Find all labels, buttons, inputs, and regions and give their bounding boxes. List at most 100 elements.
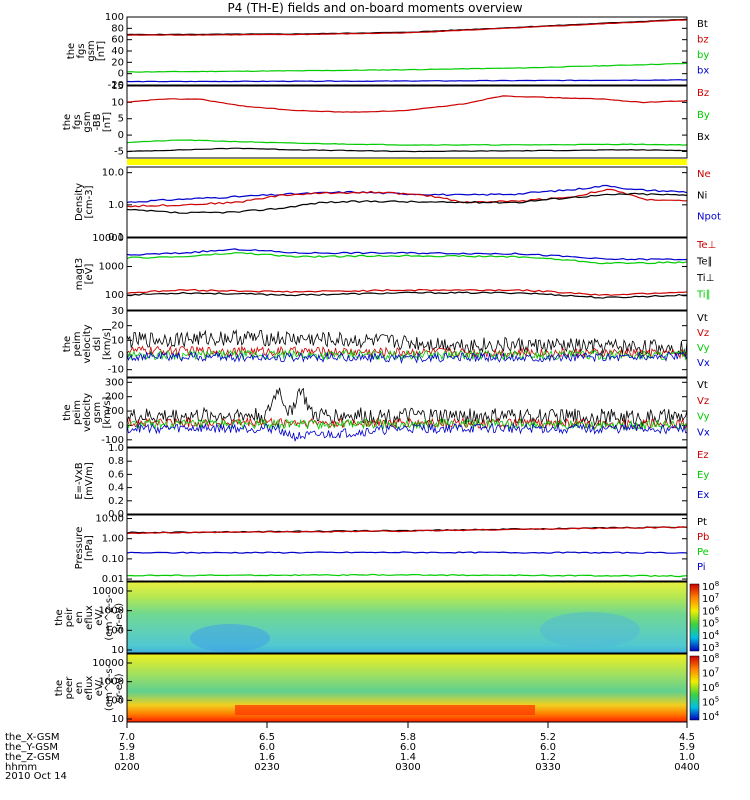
y-tick-label: 1000 bbox=[99, 677, 124, 688]
y-tick-label: 10 bbox=[111, 714, 124, 725]
series-line-Vy bbox=[126, 349, 688, 361]
ephem-label-y: the_Y-GSM bbox=[5, 742, 59, 753]
panel-frame bbox=[126, 237, 688, 311]
y-axis-label: gsm bbox=[86, 40, 97, 61]
legend-bz: bz bbox=[697, 35, 709, 46]
legend-Vy: Vy bbox=[697, 412, 710, 423]
legend-Ti⊥: Ti⊥ bbox=[696, 273, 714, 284]
y-tick-label: 0 bbox=[118, 420, 124, 431]
spectrogram-patch bbox=[235, 705, 535, 715]
series-line-By bbox=[126, 139, 688, 146]
y-axis-label: magt3 bbox=[74, 258, 85, 291]
colorbar-tick-label: 107 bbox=[702, 667, 719, 680]
ephem-z-2: 1.4 bbox=[400, 752, 416, 763]
legend-Pt: Pt bbox=[697, 517, 707, 528]
legend-Vx: Vx bbox=[697, 427, 710, 438]
panel-frame bbox=[126, 310, 688, 378]
y-axis-label: eV/ bbox=[94, 679, 105, 696]
ephem-z-0: 1.8 bbox=[119, 752, 135, 763]
y-tick-label: 1000 bbox=[99, 606, 124, 617]
y-tick-label: 10000 bbox=[92, 233, 124, 244]
legend-Ni: Ni bbox=[697, 190, 707, 201]
panel-4 bbox=[126, 237, 688, 311]
series-line-Vt bbox=[126, 387, 688, 427]
ephem-y-4: 5.9 bbox=[679, 742, 695, 753]
y-tick-label: 0.2 bbox=[108, 496, 124, 507]
y-axis-label: (cm^2-s- bbox=[104, 664, 115, 711]
y-tick-label: 80 bbox=[111, 23, 124, 34]
panel-frame bbox=[126, 166, 688, 238]
series-line-Ne bbox=[126, 188, 687, 208]
date-label: 2010 Oct 14 bbox=[5, 771, 67, 782]
y-tick-label: 1.00 bbox=[102, 534, 124, 545]
y-tick-label: 0.10 bbox=[102, 554, 124, 565]
ephem-z-4: 1.0 bbox=[679, 752, 695, 763]
y-axis-label: [nPa] bbox=[84, 535, 95, 561]
y-tick-label: 0.1 bbox=[108, 232, 124, 243]
y-axis-label: eV/ bbox=[94, 609, 105, 626]
spectrogram-patch bbox=[540, 612, 640, 648]
ephem-x-3: 5.2 bbox=[540, 732, 556, 743]
y-axis-label: [mV/m] bbox=[84, 462, 95, 500]
y-tick-label: 1.0 bbox=[108, 443, 124, 454]
y-axis-label: peir bbox=[64, 607, 75, 627]
y-axis-label: (cm^2-s- bbox=[104, 594, 115, 641]
y-tick-label: -20 bbox=[108, 80, 124, 91]
legend-Te∥: Te∥ bbox=[696, 257, 713, 268]
legend-Vz: Vz bbox=[697, 396, 709, 407]
legend-Vx: Vx bbox=[697, 358, 710, 369]
ephem-label-x: the_X-GSM bbox=[5, 732, 60, 743]
y-tick-label: 0 bbox=[118, 69, 124, 80]
y-axis-label: eflux bbox=[84, 676, 95, 701]
panel-frame bbox=[126, 85, 688, 159]
ephem-x-0: 7.0 bbox=[119, 732, 135, 743]
y-axis-label: the bbox=[54, 680, 65, 696]
series-line-Te∥ bbox=[126, 291, 687, 299]
panel-9 bbox=[126, 581, 700, 654]
legend-Ne: Ne bbox=[697, 169, 711, 180]
colorbar-tick-label: 106 bbox=[702, 604, 720, 617]
series-line-Te⊥ bbox=[126, 288, 688, 296]
y-tick-label: 0.8 bbox=[108, 456, 124, 467]
panel-frame bbox=[126, 447, 688, 515]
y-tick-label: 10.0 bbox=[102, 168, 124, 179]
ephem-x-2: 5.8 bbox=[400, 732, 416, 743]
y-tick-label: 1000 bbox=[99, 262, 124, 273]
series-line-Bz bbox=[126, 95, 688, 113]
panel-6 bbox=[126, 377, 688, 448]
panel-8 bbox=[126, 514, 688, 582]
chart-title: P4 (TH-E) fields and on-board moments ov… bbox=[227, 1, 523, 15]
ephem-label-time: hhmm bbox=[5, 762, 38, 773]
legend-Ez: Ez bbox=[697, 450, 709, 461]
y-axis-label: eflux bbox=[84, 605, 95, 630]
y-tick-label: 10000 bbox=[92, 658, 124, 669]
y-axis-label: gsm bbox=[82, 111, 93, 132]
series-line-bx bbox=[126, 79, 688, 83]
y-axis-label: velocity bbox=[82, 324, 93, 363]
ephem-x-4: 4.5 bbox=[679, 732, 695, 743]
legend-Pb: Pb bbox=[697, 532, 709, 543]
y-axis-label: Pressure bbox=[74, 527, 85, 570]
y-axis-label: [nT] bbox=[102, 112, 113, 132]
y-axis-label: gsm bbox=[92, 402, 103, 423]
y-tick-label: -100 bbox=[101, 435, 124, 446]
series-line-Ti∥ bbox=[126, 252, 688, 265]
spectrogram-patch bbox=[190, 624, 270, 652]
series-line-by bbox=[126, 62, 688, 73]
y-tick-label: 100 bbox=[105, 290, 124, 301]
y-axis-label: the bbox=[66, 43, 77, 59]
y-axis-label: the bbox=[54, 609, 65, 625]
y-axis-label: [cm-3] bbox=[84, 185, 95, 218]
y-tick-label: 300 bbox=[105, 377, 124, 388]
series-line-Pe bbox=[126, 573, 688, 578]
y-tick-label: 10 bbox=[111, 97, 124, 108]
legend-By: By bbox=[697, 110, 710, 121]
series-line-Vt bbox=[126, 328, 688, 356]
y-tick-label: 100 bbox=[105, 12, 124, 23]
series-line-bz bbox=[126, 19, 688, 36]
ephem-y-2: 6.0 bbox=[400, 742, 416, 753]
y-tick-label: 0.01 bbox=[102, 574, 124, 585]
ephem-y-1: 6.0 bbox=[259, 742, 275, 753]
panel-2 bbox=[126, 85, 688, 159]
